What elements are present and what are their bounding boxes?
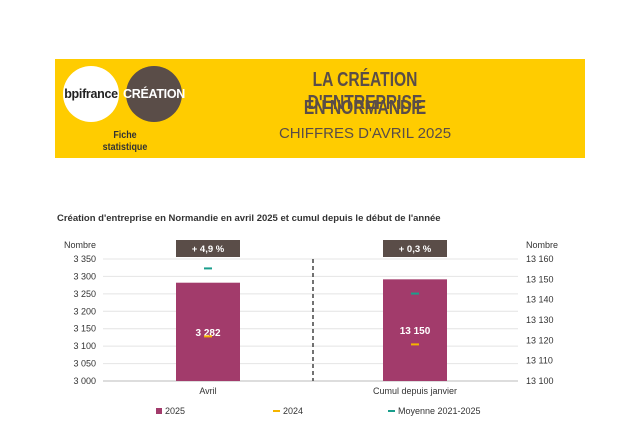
creation-logo: CRÉATION xyxy=(123,66,185,122)
legend-swatch-2024 xyxy=(273,410,280,412)
right-tick-label: 13 120 xyxy=(526,335,554,345)
legend-label-average: Moyenne 2021-2025 xyxy=(398,406,481,416)
right-tick-label: 13 140 xyxy=(526,295,554,305)
legend-swatch-2025 xyxy=(156,408,162,414)
legend-item-average: Moyenne 2021-2025 xyxy=(388,406,481,416)
left-tick-label: 3 000 xyxy=(73,376,96,386)
page-title-line1: LA CRÉATION D'ENTREPRISE xyxy=(307,69,423,114)
growth-badge xyxy=(176,240,240,257)
page-subtitle: CHIFFRES D'AVRIL 2025 xyxy=(278,125,452,142)
left-tick-label: 3 150 xyxy=(73,324,96,334)
legend-swatch-average xyxy=(388,410,395,412)
category-label: Avril xyxy=(199,386,216,396)
right-tick-label: 13 130 xyxy=(526,315,554,325)
right-axis-title: Nombre xyxy=(526,240,558,250)
bar-2025 xyxy=(383,279,447,381)
fiche-statistique-label: Fiche statistique xyxy=(102,129,148,153)
left-tick-label: 3 200 xyxy=(73,306,96,316)
left-tick-label: 3 250 xyxy=(73,289,96,299)
bpifrance-logo-text: bpifrance xyxy=(64,87,118,101)
right-tick-label: 13 110 xyxy=(526,356,553,366)
growth-badge-text: + 4,9 % xyxy=(192,244,225,255)
left-tick-label: 3 050 xyxy=(73,359,96,369)
bar-2025 xyxy=(176,282,240,381)
left-tick-label: 3 100 xyxy=(73,341,96,351)
left-axis-title: Nombre xyxy=(64,240,96,250)
legend-label-2025: 2025 xyxy=(165,406,186,416)
right-tick-label: 13 100 xyxy=(526,376,554,386)
legend-item-2024: 2024 xyxy=(273,406,303,416)
bar-value-label: 3 282 xyxy=(195,328,220,339)
creation-logo-text: CRÉATION xyxy=(123,87,185,101)
right-tick-label: 13 150 xyxy=(526,274,554,284)
growth-badge-text: + 0,3 % xyxy=(399,244,432,255)
bpifrance-logo: bpifrance xyxy=(63,66,119,122)
page-title-line2: EN NORMANDIE xyxy=(303,97,427,119)
bar-value-label: 13 150 xyxy=(400,326,431,337)
legend-label-2024: 2024 xyxy=(283,406,304,416)
chart-title: Création d'entreprise en Normandie en av… xyxy=(57,213,441,224)
growth-badge xyxy=(383,240,447,257)
category-label: Cumul depuis janvier xyxy=(373,386,457,396)
header-banner: bpifrance CRÉATION Fiche statistique LA … xyxy=(55,59,585,158)
left-tick-label: 3 300 xyxy=(73,271,96,281)
legend-item-2025: 2025 xyxy=(156,406,185,416)
left-tick-label: 3 350 xyxy=(73,254,96,264)
right-tick-label: 13 160 xyxy=(526,254,554,264)
